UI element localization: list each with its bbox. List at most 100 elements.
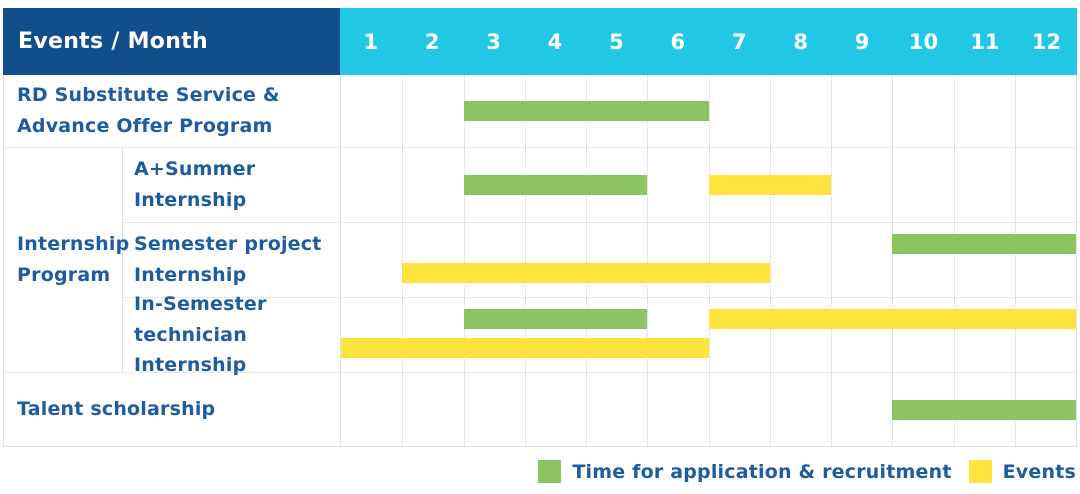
- row-label-cell: Talent scholarship: [4, 373, 341, 446]
- month-label-2: 2: [424, 29, 440, 54]
- month-gridline: [769, 223, 771, 297]
- application-bar-months-10-to-12: [892, 234, 1076, 254]
- month-gridline: [769, 298, 771, 372]
- schedule-row: RD Substitute Service & Advance Offer Pr…: [4, 75, 1076, 147]
- month-gridline: [831, 298, 832, 372]
- group-rows: A+Summer Internship Semester project Inte…: [123, 148, 1076, 376]
- month-gridline: [953, 75, 955, 147]
- month-label-11: 11: [970, 29, 1000, 54]
- month-gridline: [1014, 75, 1016, 147]
- month-gridline: [586, 298, 587, 372]
- month-gridline: [524, 223, 526, 297]
- legend-item-application: Time for application & recruitment: [538, 460, 951, 483]
- month-label-3: 3: [486, 29, 501, 54]
- row-label: RD Substitute Service & Advance Offer Pr…: [17, 84, 280, 137]
- group-label-cell: Internship Program: [4, 148, 129, 372]
- month-gridline: [708, 298, 710, 372]
- event-bar-months-1-to-6: [341, 338, 709, 358]
- month-label-4: 4: [547, 29, 563, 54]
- month-gridline: [831, 223, 832, 297]
- events-month-title: Events / Month: [18, 29, 208, 54]
- legend-label-events: Events: [1002, 460, 1076, 483]
- group-block: Internship Program A+Summer Internship Sem…: [4, 147, 1076, 376]
- application-bar-months-3-to-6: [463, 101, 709, 121]
- month-gridline: [708, 373, 710, 446]
- month-label-12: 12: [1031, 29, 1061, 54]
- application-bar-months-3-to-5: [463, 175, 648, 195]
- header-title-cell: Events / Month: [3, 8, 340, 75]
- chart-row-1: [341, 148, 1076, 222]
- schedule-table-body: RD Substitute Service & Advance Offer Pr…: [3, 75, 1077, 447]
- month-gridline: [953, 148, 955, 222]
- month-gridline: [647, 148, 649, 222]
- month-gridline: [1014, 298, 1016, 372]
- month-gridline: [708, 223, 710, 297]
- chart-row-0: [341, 75, 1076, 147]
- month-header-strip: 1 2 3 4 5 6 7 8 9 10 11 12: [340, 8, 1077, 75]
- sub-row-label-cell: In-Semester technician Internship: [123, 293, 341, 376]
- month-label-1: 1: [363, 29, 379, 54]
- chart-row-4: [341, 373, 1076, 446]
- month-gridline: [402, 148, 404, 222]
- month-label-8: 8: [793, 29, 808, 54]
- month-gridline: [892, 148, 894, 222]
- legend-item-events: Events: [968, 460, 1076, 483]
- month-label-5: 5: [609, 29, 624, 54]
- schedule-row: Semester project Internship: [123, 222, 1076, 297]
- schedule-row: A+Summer Internship: [123, 148, 1076, 222]
- month-gridline: [647, 373, 649, 446]
- row-label-cell: RD Substitute Service & Advance Offer Pr…: [4, 75, 341, 147]
- month-gridline: [402, 298, 404, 372]
- month-gridline: [524, 373, 526, 446]
- month-gridline: [953, 298, 955, 372]
- month-gridline: [524, 298, 526, 372]
- month-gridline: [708, 75, 710, 147]
- month-gridline: [463, 373, 465, 446]
- sub-row-label: Semester project Internship: [134, 233, 322, 286]
- gantt-schedule-chart: Events / Month 1 2 3 4 5 6 7 8 9 10 11 12 RD Substi…: [3, 8, 1077, 447]
- group-label: Internship Program: [17, 233, 130, 286]
- month-gridline: [402, 373, 404, 446]
- event-bar-months-2-to-7: [402, 263, 770, 283]
- month-gridline: [463, 298, 465, 372]
- month-gridline: [892, 298, 894, 372]
- month-gridline: [1014, 223, 1016, 297]
- month-label-10: 10: [908, 29, 939, 54]
- chart-row-2: [341, 223, 1076, 297]
- schedule-row: In-Semester technician Internship: [123, 293, 1076, 376]
- sub-row-label-cell: A+Summer Internship: [123, 148, 341, 222]
- month-gridline: [892, 75, 894, 147]
- month-gridline: [831, 75, 832, 147]
- month-gridline: [953, 223, 955, 297]
- legend-swatch-events: [968, 460, 992, 483]
- month-gridline: [463, 223, 465, 297]
- application-bar-months-10-to-12: [892, 399, 1076, 420]
- month-label-9: 9: [854, 29, 870, 54]
- event-bar-months-7-to-8: [708, 175, 831, 195]
- month-gridline: [586, 223, 587, 297]
- header-row: Events / Month 1 2 3 4 5 6 7 8 9 10 11 12: [3, 8, 1077, 75]
- month-gridline: [769, 75, 771, 147]
- legend-swatch-application: [538, 460, 562, 483]
- month-gridline: [769, 373, 771, 446]
- sub-row-label: A+Summer Internship: [134, 158, 256, 211]
- sub-row-label: In-Semester technician Internship: [134, 292, 267, 377]
- chart-row-3: [341, 298, 1076, 372]
- event-bar-months-7-to-12: [708, 309, 1076, 329]
- application-bar-months-3-to-5: [463, 309, 648, 329]
- month-gridline: [586, 373, 587, 446]
- legend-label-application: Time for application & recruitment: [572, 460, 952, 483]
- month-gridline: [892, 223, 894, 297]
- month-gridline: [1014, 148, 1016, 222]
- month-label-7: 7: [731, 29, 747, 54]
- schedule-row: Talent scholarship: [4, 372, 1076, 446]
- month-gridline: [831, 373, 832, 446]
- month-gridline: [402, 223, 404, 297]
- row-label: Talent scholarship: [17, 398, 216, 421]
- legend: Time for application & recruitment Events: [538, 460, 1076, 483]
- sub-row-label-cell: Semester project Internship: [123, 223, 341, 297]
- month-label-6: 6: [670, 29, 686, 54]
- month-gridline: [831, 148, 832, 222]
- month-gridline: [402, 75, 404, 147]
- month-gridline: [647, 298, 649, 372]
